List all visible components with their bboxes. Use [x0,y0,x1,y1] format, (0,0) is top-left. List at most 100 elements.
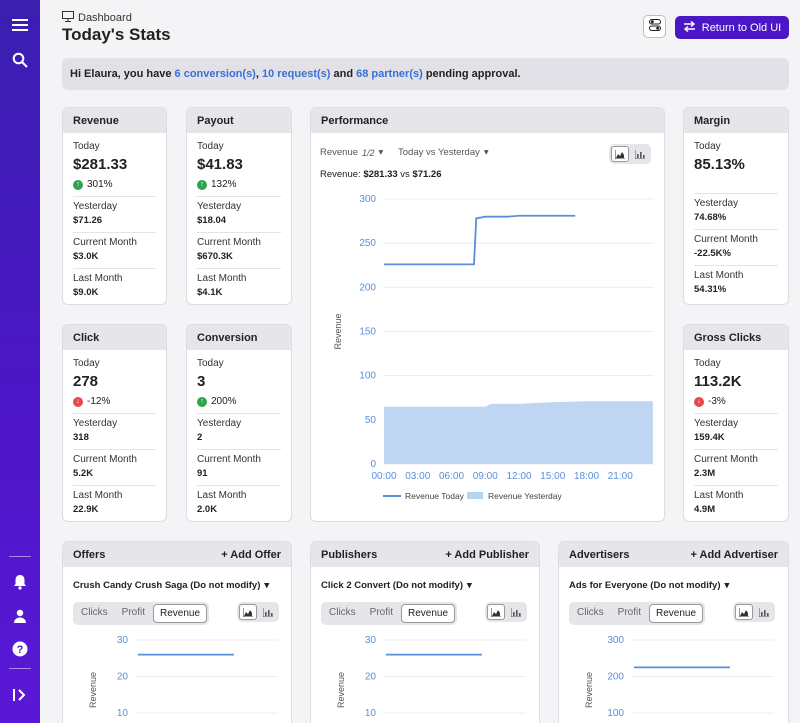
area-chart-icon[interactable] [735,604,753,620]
x-tick-label: 21:00 [608,471,633,482]
banner-text: pending approval. [422,68,521,80]
bar-chart-icon[interactable] [507,604,525,620]
arrow-up-icon: ↑ [197,179,207,190]
arrow-up-icon: ↑ [197,396,207,407]
tab-revenue[interactable]: Revenue [401,604,456,623]
tab-profit[interactable]: Profit [121,607,146,618]
publisher-select-label: Click 2 Convert (Do not modify) [321,580,463,591]
advertiser-select-label: Ads for Everyone (Do not modify) [569,580,721,591]
today-label: Today [73,141,100,152]
change-value: 301% [87,179,113,190]
today-label: Today [197,358,224,369]
current-month-label: Current Month [73,237,137,248]
today-label: Today [694,141,721,152]
arrow-down-icon: ↓ [694,396,704,407]
today-value: 85.13% [694,156,745,173]
layout-toggle-button[interactable] [643,15,666,38]
conversions-link[interactable]: 6 conversion(s) [174,68,256,80]
y-tick-label: 0 [370,459,376,470]
current-month-value: 5.2K [73,468,94,479]
yesterday-label: Yesterday [694,198,739,209]
card-title: Margin [684,108,788,133]
publisher-select[interactable]: Click 2 Convert (Do not modify) ▾ [321,580,472,591]
series-revenue-yesterday [384,401,653,464]
add-publisher-button[interactable]: + Add Publisher [445,549,529,561]
yesterday-label: Yesterday [197,418,242,429]
card-title: Performance [311,108,664,133]
publishers-chart: 10 20 30 Revenue [336,635,526,719]
tab-clicks[interactable]: Clicks [81,607,108,618]
revenue-card: Revenue Today $281.33 ↑ 301% Yesterday $71… [62,107,167,305]
current-month-label: Current Month [73,454,137,465]
menu-icon[interactable] [10,15,30,35]
last-month-label: Last Month [694,490,744,501]
caret-down-icon: ▾ [483,147,489,158]
help-icon[interactable]: ? [10,639,30,659]
y-tick-label: 250 [359,238,376,249]
tab-profit[interactable]: Profit [369,607,394,618]
tab-clicks[interactable]: Clicks [577,607,604,618]
summary-vs: vs [397,169,413,180]
expand-icon[interactable] [10,685,30,705]
current-month-label: Current Month [694,454,758,465]
yesterday-value: $18.04 [197,215,227,226]
today-label: Today [694,358,721,369]
x-tick-label: 09:00 [473,471,498,482]
y-tick-label: 200 [359,282,376,293]
requests-link[interactable]: 10 request(s) [261,68,331,80]
advertiser-select[interactable]: Ads for Everyone (Do not modify) ▾ [569,580,729,591]
conversion-card: Conversion Today 3 ↑ 200% Yesterday 2 Curr… [186,324,292,522]
today-label: Today [73,358,100,369]
breadcrumb-label[interactable]: Dashboard [78,12,132,24]
bar-chart-icon[interactable] [631,146,649,162]
svg-text:?: ? [17,644,24,656]
sidebar-divider [9,556,31,557]
y-axis-label: Revenue [333,313,343,349]
bell-icon[interactable] [10,572,30,592]
yesterday-value: 159.4K [694,432,725,443]
tab-profit[interactable]: Profit [617,607,642,618]
caret-down-icon: ▾ [264,580,270,591]
main-content: Dashboard Today's Stats Return to Old UI… [40,0,800,723]
performance-card: Performance Revenue 1/2 ▾ Today vs Yeste… [310,107,665,522]
y-tick-label: 10 [365,708,377,719]
arrow-up-icon: ↑ [73,179,83,190]
compare-label: Today vs Yesterday [398,147,480,158]
tab-revenue[interactable]: Revenue [153,604,208,623]
caret-down-icon: ▾ [724,580,730,591]
compare-select[interactable]: Today vs Yesterday ▾ [398,147,489,158]
current-month-value: $3.0K [73,251,99,262]
metric-select[interactable]: Revenue 1/2 ▾ [320,147,383,158]
card-title: Publishers [321,549,378,561]
y-tick-label: 100 [359,371,376,382]
area-chart-icon[interactable] [239,604,257,620]
payout-card: Payout Today $41.83 ↑ 132% Yesterday $18.0… [186,107,292,305]
monitor-icon [62,11,74,25]
summary-label: Revenue: [320,169,364,180]
current-month-label: Current Month [197,454,261,465]
current-month-label: Current Month [197,237,261,248]
user-icon[interactable] [10,606,30,626]
breadcrumb[interactable]: Dashboard [62,11,132,25]
margin-card: Margin Today 85.13% Yesterday 74.68% Curr… [683,107,789,305]
banner-text: , [255,68,262,80]
search-icon[interactable] [10,50,30,70]
legend-label: Revenue Today [405,491,465,501]
area-chart-icon[interactable] [611,146,629,162]
bar-chart-icon[interactable] [755,604,773,620]
offer-select[interactable]: Crush Candy Crush Saga (Do not modify) ▾ [73,580,269,591]
add-advertiser-button[interactable]: + Add Advertiser [690,549,778,561]
card-title: Revenue [63,108,166,133]
tab-clicks[interactable]: Clicks [329,607,356,618]
x-tick-label: 00:00 [371,471,396,482]
partners-link[interactable]: 68 partner(s) [356,68,423,80]
metric-page: 1/2 [362,147,375,158]
add-offer-button[interactable]: + Add Offer [221,549,281,561]
current-month-value: $670.3K [197,251,233,262]
return-old-ui-button[interactable]: Return to Old UI [675,16,789,39]
tab-revenue[interactable]: Revenue [649,604,704,623]
bar-chart-icon[interactable] [259,604,277,620]
last-month-label: Last Month [73,490,123,501]
area-chart-icon[interactable] [487,604,505,620]
series-revenue-today [384,214,576,266]
